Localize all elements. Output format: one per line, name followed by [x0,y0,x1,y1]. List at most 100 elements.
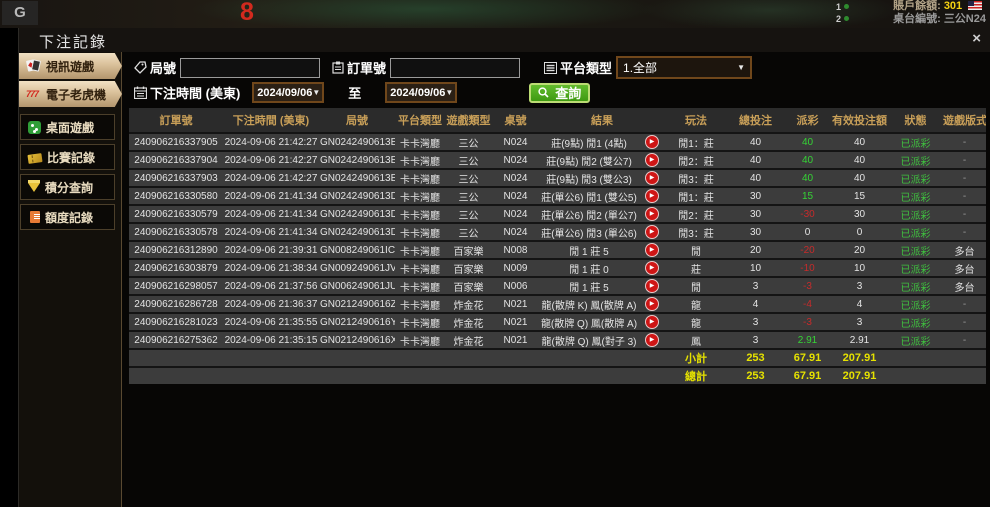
order-no-input[interactable] [390,57,521,78]
cell-bet: 4 [727,294,784,313]
cell-platform: 卡卡灣廳 [395,204,445,223]
filters: 局號 訂單號 平台類型 1.全部 ▼ [122,52,990,106]
modal-header: 下注記錄 × [19,28,990,53]
cell-time: 2024-09-06 21:39:31 [223,240,319,259]
search-button-label: 查詢 [555,86,582,101]
close-icon[interactable]: × [972,30,981,47]
platform-type-select[interactable]: 1.全部 ▼ [616,56,753,79]
cell-status: 已派彩 [888,132,943,151]
gem-icon [28,180,40,192]
replay-icon[interactable]: ▶ [645,243,659,257]
replay-icon[interactable]: ▶ [645,207,659,221]
cell-replay: ▶ [639,132,665,151]
date-to-select[interactable]: 2024/09/06 ▼ [385,82,458,103]
total-valid: 207.91 [831,366,888,384]
table-row: 240906216303879 2024-09-06 21:38:34 GN0092… [129,258,986,277]
cell-round: GN0242490613D [319,186,395,205]
round-no-input[interactable] [180,57,321,78]
table-row: 240906216298057 2024-09-06 21:37:56 GN0062… [129,276,986,295]
cell-mode: - [943,186,986,205]
cell-valid: 4 [831,294,888,313]
cell-table_no: N024 [492,168,539,187]
cell-payout: -20 [784,240,831,259]
replay-icon[interactable]: ▶ [645,297,659,311]
replay-icon[interactable]: ▶ [645,189,659,203]
replay-icon[interactable]: ▶ [645,153,659,167]
cell-payout: -4 [784,294,831,313]
table-row: 240906216312890 2024-09-06 21:39:31 GN0082… [129,240,986,259]
col-table: 桌號 [492,108,539,133]
cell-payout: 40 [784,150,831,169]
cell-round: GN0242490613E [319,150,395,169]
sidebar-item-slots[interactable]: 777 電子老虎機 [19,81,122,107]
dice-icon [28,120,41,134]
subtotal-row: 小計 253 67.91 207.91 [129,348,986,367]
cell-payout: 40 [784,168,831,187]
total-label: 總計 [665,366,727,384]
col-mode: 遊戲版式 [943,108,986,133]
replay-icon[interactable]: ▶ [645,261,659,275]
cell-play: 莊 [665,258,727,277]
cell-status: 已派彩 [888,330,943,349]
cell-status: 已派彩 [888,204,943,223]
replay-icon[interactable]: ▶ [645,315,659,329]
col-status: 狀態 [888,108,943,133]
cell-replay: ▶ [639,204,665,223]
cell-mode: - [943,204,986,223]
total-payout: 67.91 [784,366,831,384]
replay-icon[interactable]: ▶ [645,279,659,293]
cell-bet: 30 [727,222,784,241]
cell-table_no: N024 [492,150,539,169]
ticket-icon [27,152,43,164]
col-valid: 有效投注額 [831,108,888,133]
search-button[interactable]: 查詢 [529,82,591,103]
sidebar-item-match-records[interactable]: 比賽記錄 [20,144,115,170]
replay-icon[interactable]: ▶ [645,135,659,149]
cell-order: 240906216330579 [129,204,223,223]
sidebar-item-label: 桌面遊戲 [46,120,95,135]
cell-table_no: N024 [492,186,539,205]
cell-platform: 卡卡灣廳 [395,222,445,241]
sidebar-item-points-query[interactable]: 積分查詢 [20,174,115,200]
cell-replay: ▶ [639,168,665,187]
cell-game: 三公 [445,168,492,187]
cell-round: GN0242490613D [319,204,395,223]
us-flag-icon [968,1,983,10]
cell-platform: 卡卡灣廳 [395,168,445,187]
date-from-select[interactable]: 2024/09/06 ▼ [252,82,325,103]
cell-status: 已派彩 [888,150,943,169]
cell-mode: 多台 [943,240,986,259]
cell-round: GN006249061JU [319,276,395,295]
cell-bet: 30 [727,186,784,205]
cell-play: 閒2：莊 [665,204,727,223]
cell-round: GN008249061IC [319,240,395,259]
chevron-down-icon: ▼ [445,88,454,97]
cell-order: 240906216303879 [129,258,223,277]
replay-icon[interactable]: ▶ [645,333,659,347]
cell-payout: -3 [784,276,831,295]
casino-table-glow-2 [640,0,900,28]
cell-round: GN0212490616Z [319,294,395,313]
cell-payout: -10 [784,258,831,277]
cell-mode: - [943,168,986,187]
cell-bet: 40 [727,168,784,187]
replay-icon[interactable]: ▶ [645,171,659,185]
cell-order: 240906216330578 [129,222,223,241]
cell-round: GN0242490613D [319,222,395,241]
cell-result: 莊(9點) 閒3 (雙公3) [539,168,639,187]
sidebar-item-table-games[interactable]: 桌面遊戲 [20,114,115,140]
cell-round: GN0212490616X [319,330,395,349]
sidebar-item-credit-records[interactable]: 額度記錄 [20,204,115,230]
cell-bet: 30 [727,204,784,223]
total-bet: 253 [727,366,784,384]
cell-order: 240906216286728 [129,294,223,313]
sidebar-item-video-games[interactable]: 視訊遊戲 [19,53,122,79]
cell-status: 已派彩 [888,240,943,259]
cell-platform: 卡卡灣廳 [395,294,445,313]
replay-icon[interactable]: ▶ [645,225,659,239]
cell-replay: ▶ [639,222,665,241]
table-row: 240906216337903 2024-09-06 21:42:27 GN0242… [129,168,986,187]
cell-game: 百家樂 [445,240,492,259]
cell-play: 龍 [665,294,727,313]
cell-order: 240906216312890 [129,240,223,259]
